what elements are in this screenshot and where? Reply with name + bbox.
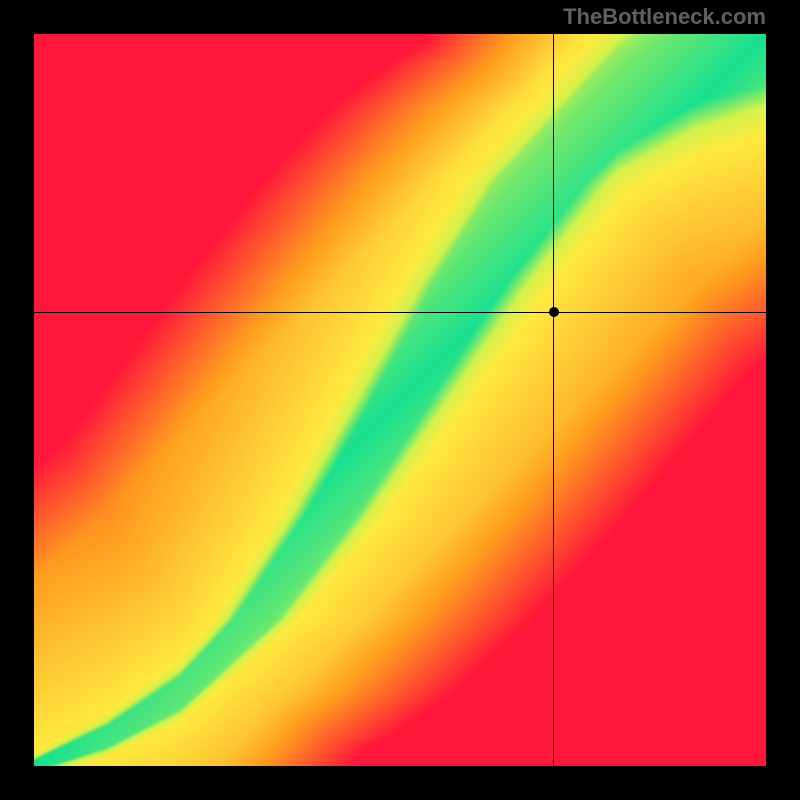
bottleneck-heatmap bbox=[34, 34, 766, 766]
crosshair-horizontal bbox=[34, 312, 766, 313]
chart-container: TheBottleneck.com bbox=[0, 0, 800, 800]
crosshair-vertical bbox=[553, 34, 554, 766]
watermark-text: TheBottleneck.com bbox=[563, 4, 766, 30]
crosshair-marker bbox=[549, 307, 559, 317]
